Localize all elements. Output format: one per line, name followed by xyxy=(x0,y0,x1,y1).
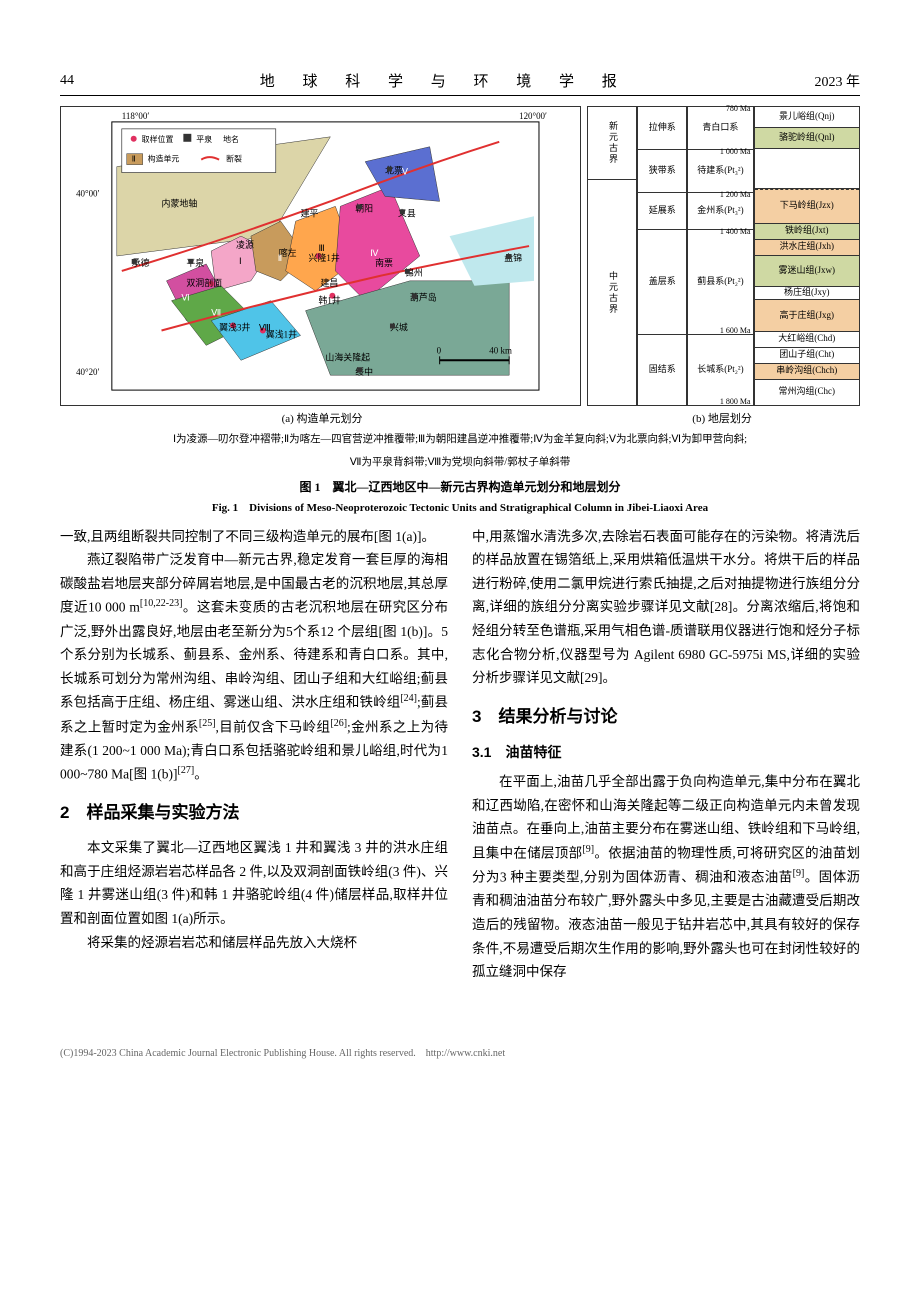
place-lingyuan: 凌源 xyxy=(236,239,254,250)
fm-tuanshanzi: 团山子组(Cht) xyxy=(755,348,859,364)
roman-viii: Ⅷ xyxy=(259,323,271,333)
place-xinglong1: 兴隆1井 xyxy=(309,252,340,263)
strat-formation-col: 景儿峪组(Qnj) 骆驼岭组(Qnl) 下马岭组(Jzx) 铁岭组(Jxt) 洪… xyxy=(754,106,860,406)
roman-iv: Ⅳ xyxy=(370,248,379,258)
ser-qingbaikou: 780 Ma 青白口系 xyxy=(688,107,752,150)
subfig-a-label: (a) 构造单元划分 xyxy=(60,410,584,426)
strat-system-col: 拉伸系 狭带系 延展系 盖层系 固结系 xyxy=(637,106,687,406)
place-jiqian3: 翼浅3井 xyxy=(219,322,250,333)
fm-wumishan: 雾迷山组(Jxw) xyxy=(755,256,859,287)
figure-1: 118°00′ 120°00′ 40°00′ 40°20′ N xyxy=(60,106,860,515)
map-panel: 118°00′ 120°00′ 40°00′ 40°20′ N xyxy=(60,106,581,406)
sys-xiadai: 狭带系 xyxy=(638,150,686,193)
roman-vii: Ⅶ xyxy=(211,308,221,318)
strat-series-col: 780 Ma 青白口系 1 000 Ma 待建系(Pt₃²) 1 200 Ma … xyxy=(687,106,753,406)
para-2: 燕辽裂陷带广泛发育中—新元古界,稳定发育一套巨厚的海相碳酸盐岩地层夹部分碎屑岩地… xyxy=(60,548,448,786)
page-footer: (C)1994-2023 China Academic Journal Elec… xyxy=(0,1024,920,1079)
sys-gaiceng: 盖层系 xyxy=(638,230,686,335)
place-shanhaiguan: 山海关隆起 xyxy=(325,351,370,362)
para-3: 本文采集了翼北—辽西地区翼浅 1 井和翼浅 3 井的洪水庄组和高于庄组烃源岩岩芯… xyxy=(60,836,448,931)
stratigraphic-column: 新元古界 中元古界 拉伸系 狭带系 延展系 盖层系 固结系 780 Ma 青白口… xyxy=(587,106,860,406)
para-4: 将采集的烃源岩岩芯和储层样品先放入大烧杯 xyxy=(60,931,448,955)
ser-jinzhou: 1 200 Ma 金州系(Pt₃²) xyxy=(688,193,752,230)
place-han1: 韩1井 xyxy=(318,295,340,306)
roman-i: Ⅰ xyxy=(239,256,242,266)
figure-legend-line1: Ⅰ为凌源—叨尔登冲褶带;Ⅱ为喀左—四官营逆冲推覆带;Ⅲ为朝阳建昌逆冲推覆带;Ⅳ为… xyxy=(60,432,860,449)
figure-caption-cn: 图 1 翼北—辽西地区中—新元古界构造单元划分和地层划分 xyxy=(60,478,860,495)
journal-title: 地 球 科 学 与 环 境 学 报 xyxy=(260,70,629,91)
place-jianping: 建平 xyxy=(301,207,319,218)
body-columns: 一致,且两组断裂共同控制了不同三级构造单元的展布[图 1(a)]。 燕辽裂陷带广… xyxy=(60,525,860,984)
ser-jixian: 1 400 Ma 蓟县系(Pt₂²) 1 600 Ma xyxy=(688,230,752,335)
legend-fault: 断裂 xyxy=(226,154,242,164)
scale-40: 40 km xyxy=(489,345,512,355)
roman-ii: Ⅱ xyxy=(278,253,282,263)
page-year: 2023 年 xyxy=(814,71,860,91)
heading-section-2: 2 样品采集与实验方法 xyxy=(60,798,448,828)
fm-gaoyuzhuang: 高于庄组(Jxg) xyxy=(755,300,859,331)
fm-dahongyu: 大红峪组(Chd) xyxy=(755,332,859,348)
legend-place-icon xyxy=(183,134,191,142)
legend-ii: Ⅱ xyxy=(132,155,136,164)
era-xin: 新元古界 xyxy=(607,121,617,165)
lon-left: 118°00′ xyxy=(122,111,150,121)
heading-section-3: 3 结果分析与讨论 xyxy=(472,702,860,732)
legend-sample-label: 取样位置 xyxy=(142,134,174,144)
strat-era-col: 新元古界 中元古界 xyxy=(587,106,637,406)
legend-pingquan: 平泉 xyxy=(196,134,212,144)
roman-vi: Ⅵ xyxy=(181,293,189,303)
ser-changcheng: 长城系(Pt₂²) 1 800 Ma xyxy=(688,335,752,405)
fm-changzhougou: 常州沟组(Chc) xyxy=(755,380,859,405)
roman-iii: Ⅲ xyxy=(318,243,324,253)
subfigure-labels: (a) 构造单元划分 (b) 地层划分 xyxy=(60,410,860,426)
para-5: 中,用蒸馏水清洗多次,去除岩石表面可能存在的污染物。将清洗后的样品放置在锡箔纸上… xyxy=(472,525,860,690)
fm-yangzhuang: 杨庄组(Jxy) xyxy=(755,287,859,300)
lat-bottom: 40°20′ xyxy=(76,367,99,377)
place-neimeng: 内蒙地轴 xyxy=(162,197,198,208)
fm-jingergu: 景儿峪组(Qnj) xyxy=(755,107,859,128)
legend-placename: 地名 xyxy=(223,134,239,144)
place-jianchang: 建昌 xyxy=(320,277,338,288)
lat-top: 40°00′ xyxy=(76,188,99,198)
legend-tectonic: 构造单元 xyxy=(148,154,180,164)
sys-yanzhan: 延展系 xyxy=(638,193,686,230)
place-shuangdong: 双洞剖面 xyxy=(186,277,222,288)
tectonic-map-svg: 118°00′ 120°00′ 40°00′ 40°20′ N xyxy=(61,107,580,405)
fm-hongshuizhuang: 洪水庄组(Jxh) xyxy=(755,240,859,256)
scale-0: 0 xyxy=(437,345,442,355)
legend-sample-icon xyxy=(131,136,137,142)
roman-v: Ⅴ xyxy=(402,167,409,177)
page-header: 44 地 球 科 学 与 环 境 学 报 2023 年 xyxy=(60,70,860,96)
ser-daijian: 1 000 Ma 待建系(Pt₃²) xyxy=(688,150,752,193)
fm-chuanlinggou: 串岭沟组(Chch) xyxy=(755,364,859,380)
page-content: 44 地 球 科 学 与 环 境 学 报 2023 年 118°00′ 120°… xyxy=(0,0,920,1024)
era-zhong: 中元古界 xyxy=(607,271,617,315)
heading-section-3-1: 3.1 油苗特征 xyxy=(472,740,860,765)
sys-lashen: 拉伸系 xyxy=(638,107,686,150)
page-number: 44 xyxy=(60,73,74,89)
fm-tieling: 铁岭组(Jxt) xyxy=(755,224,859,240)
figure-caption-en: Fig. 1 Divisions of Meso-Neoproterozoic … xyxy=(60,499,860,515)
lon-right: 120°00′ xyxy=(519,111,547,121)
para-1: 一致,且两组断裂共同控制了不同三级构造单元的展布[图 1(a)]。 xyxy=(60,525,448,549)
fm-luotuoling: 骆驼岭组(Qnl) xyxy=(755,128,859,149)
place-nanpiao: 南票 xyxy=(375,257,393,268)
subfig-b-label: (b) 地层划分 xyxy=(584,410,860,426)
sys-gujie: 固结系 xyxy=(638,335,686,405)
figure-legend-line2: Ⅶ为平泉背斜带;Ⅷ为党坝向斜带/郭杖子单斜带 xyxy=(60,455,860,472)
para-6: 在平面上,油苗几乎全部出露于负向构造单元,集中分布在翼北和辽西坳陷,在密怀和山海… xyxy=(472,770,860,984)
fm-xiamaling: 下马岭组(Jzx) xyxy=(755,189,859,224)
